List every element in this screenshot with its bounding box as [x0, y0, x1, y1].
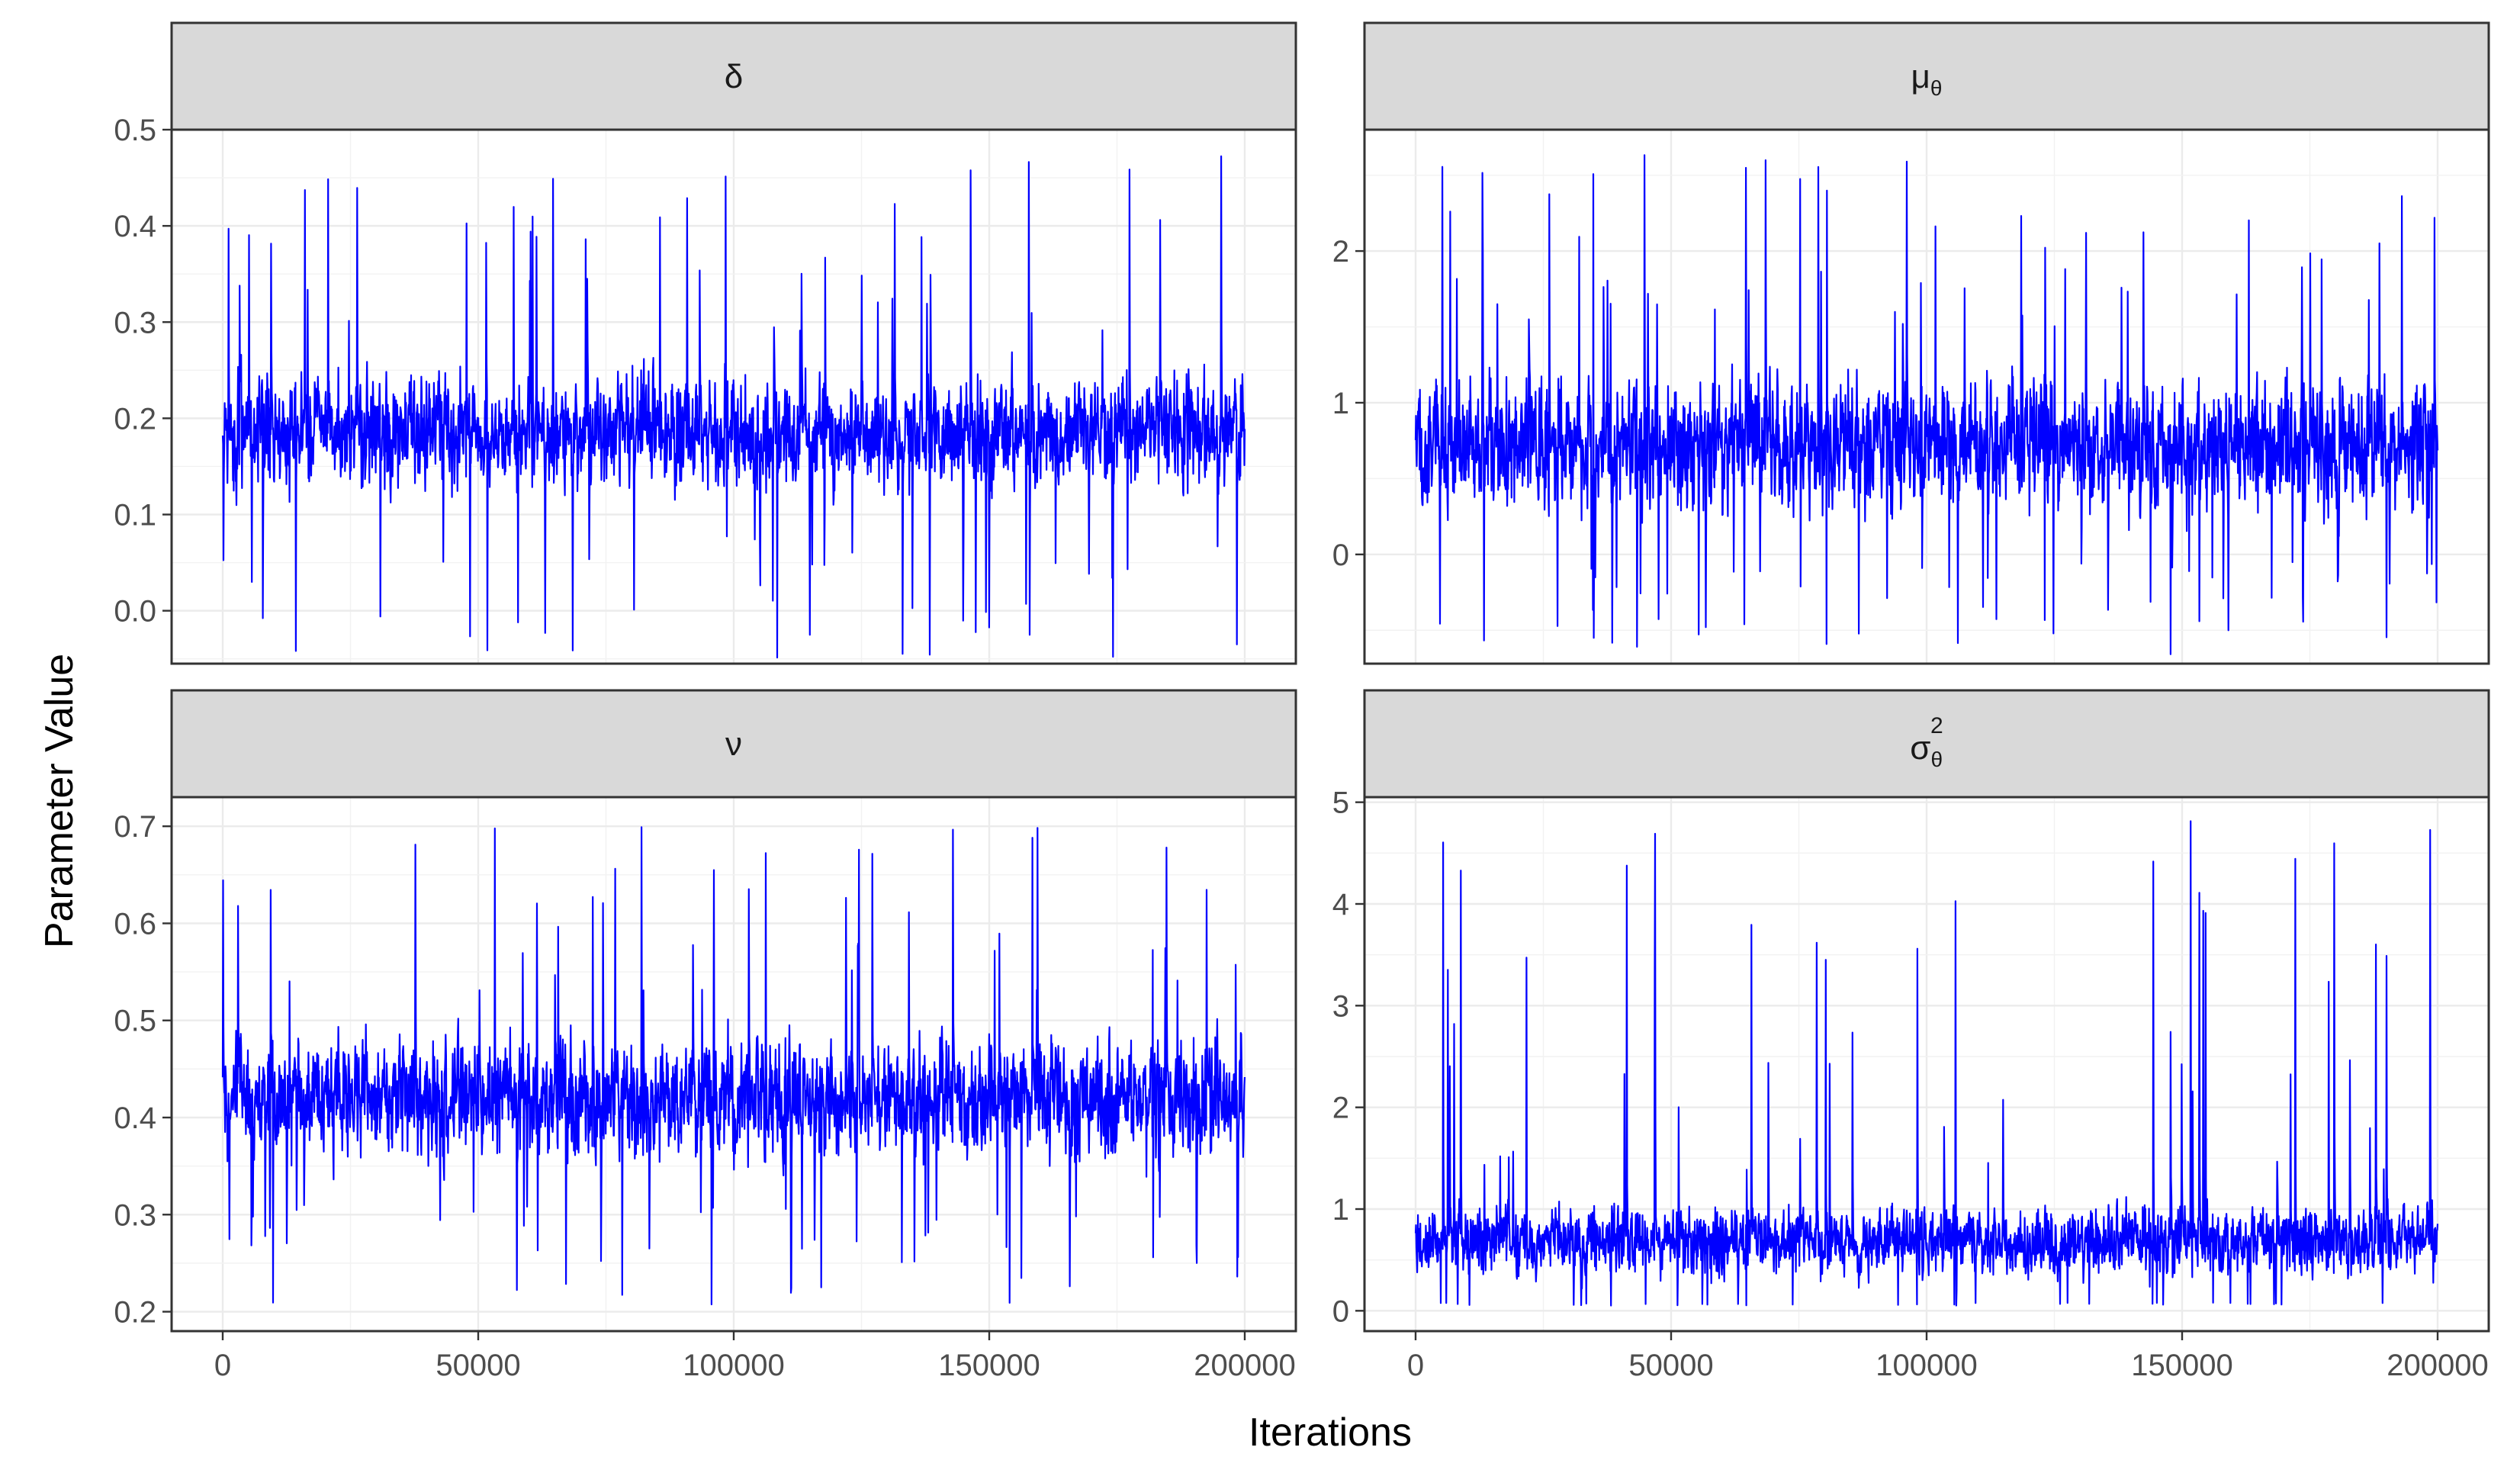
- x-axis-title: Iterations: [1249, 1410, 1412, 1455]
- panel-mu-theta-strip-main: μ: [1911, 58, 1930, 95]
- panel-nu: ν 0.2 0.3 0.4 0.5 0.6 0.7 0 50000 100000 150000 2…: [114, 689, 1297, 1382]
- sigma-theta-sq-x-tick-label: 100000: [1876, 1349, 1977, 1382]
- nu-x-tick-label: 50000: [436, 1349, 520, 1382]
- panel-sigma-theta-sq-strip-main: σ: [1910, 729, 1930, 767]
- delta-y-tick-label: 0.1: [114, 499, 156, 532]
- panel-mu-theta-trace: [1414, 154, 2439, 655]
- delta-y-tick-label: 0.3: [114, 306, 156, 339]
- panel-sigma-theta-sq: σθ 2 0 1 2 3 4 5 0 50000 100000 150000 200000: [1332, 689, 2490, 1382]
- panel-delta-y-ticks: 0.0 0.1 0.2 0.3 0.4 0.5: [114, 114, 172, 629]
- panel-mu-theta: μθ 0 1 2: [1332, 21, 2490, 665]
- sigma-theta-sq-y-tick-label: 3: [1332, 989, 1349, 1023]
- sigma-theta-sq-x-tick-label: 50000: [1628, 1349, 1713, 1382]
- delta-trace-line: [221, 155, 1246, 659]
- panel-mu-theta-strip-label: μθ: [1911, 58, 1943, 100]
- nu-x-tick-label: 100000: [683, 1349, 784, 1382]
- panel-delta: δ 0.0 0.1 0.2 0.3 0.4 0.5: [114, 21, 1297, 665]
- panel-sigma-theta-sq-strip-sub: θ: [1930, 748, 1943, 771]
- panel-sigma-theta-sq-strip: [1363, 689, 2490, 799]
- panel-nu-x-ticks: 0 50000 100000 150000 200000: [214, 1331, 1296, 1382]
- delta-y-tick-label: 0.5: [114, 114, 156, 147]
- panel-delta-border: [170, 128, 1297, 665]
- panel-mu-theta-border: [1363, 128, 2490, 665]
- sigma-theta-sq-x-tick-label: 0: [1407, 1349, 1424, 1382]
- panel-sigma-theta-sq-y-ticks: 0 1 2 3 4 5: [1332, 786, 1364, 1328]
- sigma-theta-sq-trace-line: [1414, 820, 2439, 1307]
- sigma-theta-sq-y-tick-label: 5: [1332, 786, 1349, 820]
- delta-y-tick-label: 0.2: [114, 402, 156, 436]
- nu-y-tick-label: 0.3: [114, 1198, 156, 1232]
- nu-y-tick-label: 0.4: [114, 1102, 156, 1135]
- nu-trace-line: [221, 826, 1246, 1306]
- sigma-theta-sq-x-tick-label: 200000: [2387, 1349, 2488, 1382]
- panel-delta-strip: [170, 21, 1297, 131]
- sigma-theta-sq-y-tick-label: 1: [1332, 1193, 1349, 1227]
- y-axis-title: Parameter Value: [37, 654, 82, 948]
- sigma-theta-sq-y-tick-label: 4: [1332, 888, 1349, 921]
- panel-mu-theta-y-ticks: 0 1 2: [1332, 235, 1364, 572]
- nu-y-tick-label: 0.7: [114, 810, 156, 844]
- panel-mu-theta-strip-sub: θ: [1930, 76, 1943, 100]
- panel-sigma-theta-sq-trace: [1414, 820, 2439, 1307]
- panel-delta-strip-label: δ: [725, 58, 744, 95]
- nu-x-tick-label: 0: [214, 1349, 231, 1382]
- panel-nu-strip: [170, 689, 1297, 799]
- nu-x-tick-label: 150000: [938, 1349, 1040, 1382]
- panel-delta-trace: [221, 155, 1246, 659]
- panel-sigma-theta-sq-grid: [1364, 797, 2489, 1331]
- mu-theta-y-tick-label: 2: [1332, 235, 1349, 269]
- nu-y-tick-label: 0.2: [114, 1296, 156, 1330]
- panel-sigma-theta-sq-strip-label: σθ 2: [1910, 713, 1943, 771]
- nu-y-tick-label: 0.6: [114, 907, 156, 941]
- mu-theta-y-tick-label: 0: [1332, 539, 1349, 572]
- sigma-theta-sq-y-tick-label: 0: [1332, 1295, 1349, 1328]
- delta-y-tick-label: 0.4: [114, 210, 156, 243]
- panel-sigma-theta-sq-x-ticks: 0 50000 100000 150000 200000: [1407, 1331, 2489, 1382]
- mu-theta-trace-line: [1414, 154, 2439, 655]
- panel-nu-trace: [221, 826, 1246, 1306]
- panel-nu-y-ticks: 0.2 0.3 0.4 0.5 0.6 0.7: [114, 810, 172, 1330]
- nu-x-tick-label: 200000: [1194, 1349, 1295, 1382]
- sigma-theta-sq-y-tick-label: 2: [1332, 1092, 1349, 1125]
- nu-y-tick-label: 0.5: [114, 1005, 156, 1038]
- panel-mu-theta-strip: [1363, 21, 2490, 131]
- mu-theta-y-tick-label: 1: [1332, 387, 1349, 420]
- panel-nu-strip-label: ν: [725, 725, 742, 763]
- panel-sigma-theta-sq-strip-sup: 2: [1930, 713, 1943, 738]
- sigma-theta-sq-x-tick-label: 150000: [2131, 1349, 2232, 1382]
- panel-nu-grid: [172, 797, 1296, 1331]
- delta-y-tick-label: 0.0: [114, 595, 156, 629]
